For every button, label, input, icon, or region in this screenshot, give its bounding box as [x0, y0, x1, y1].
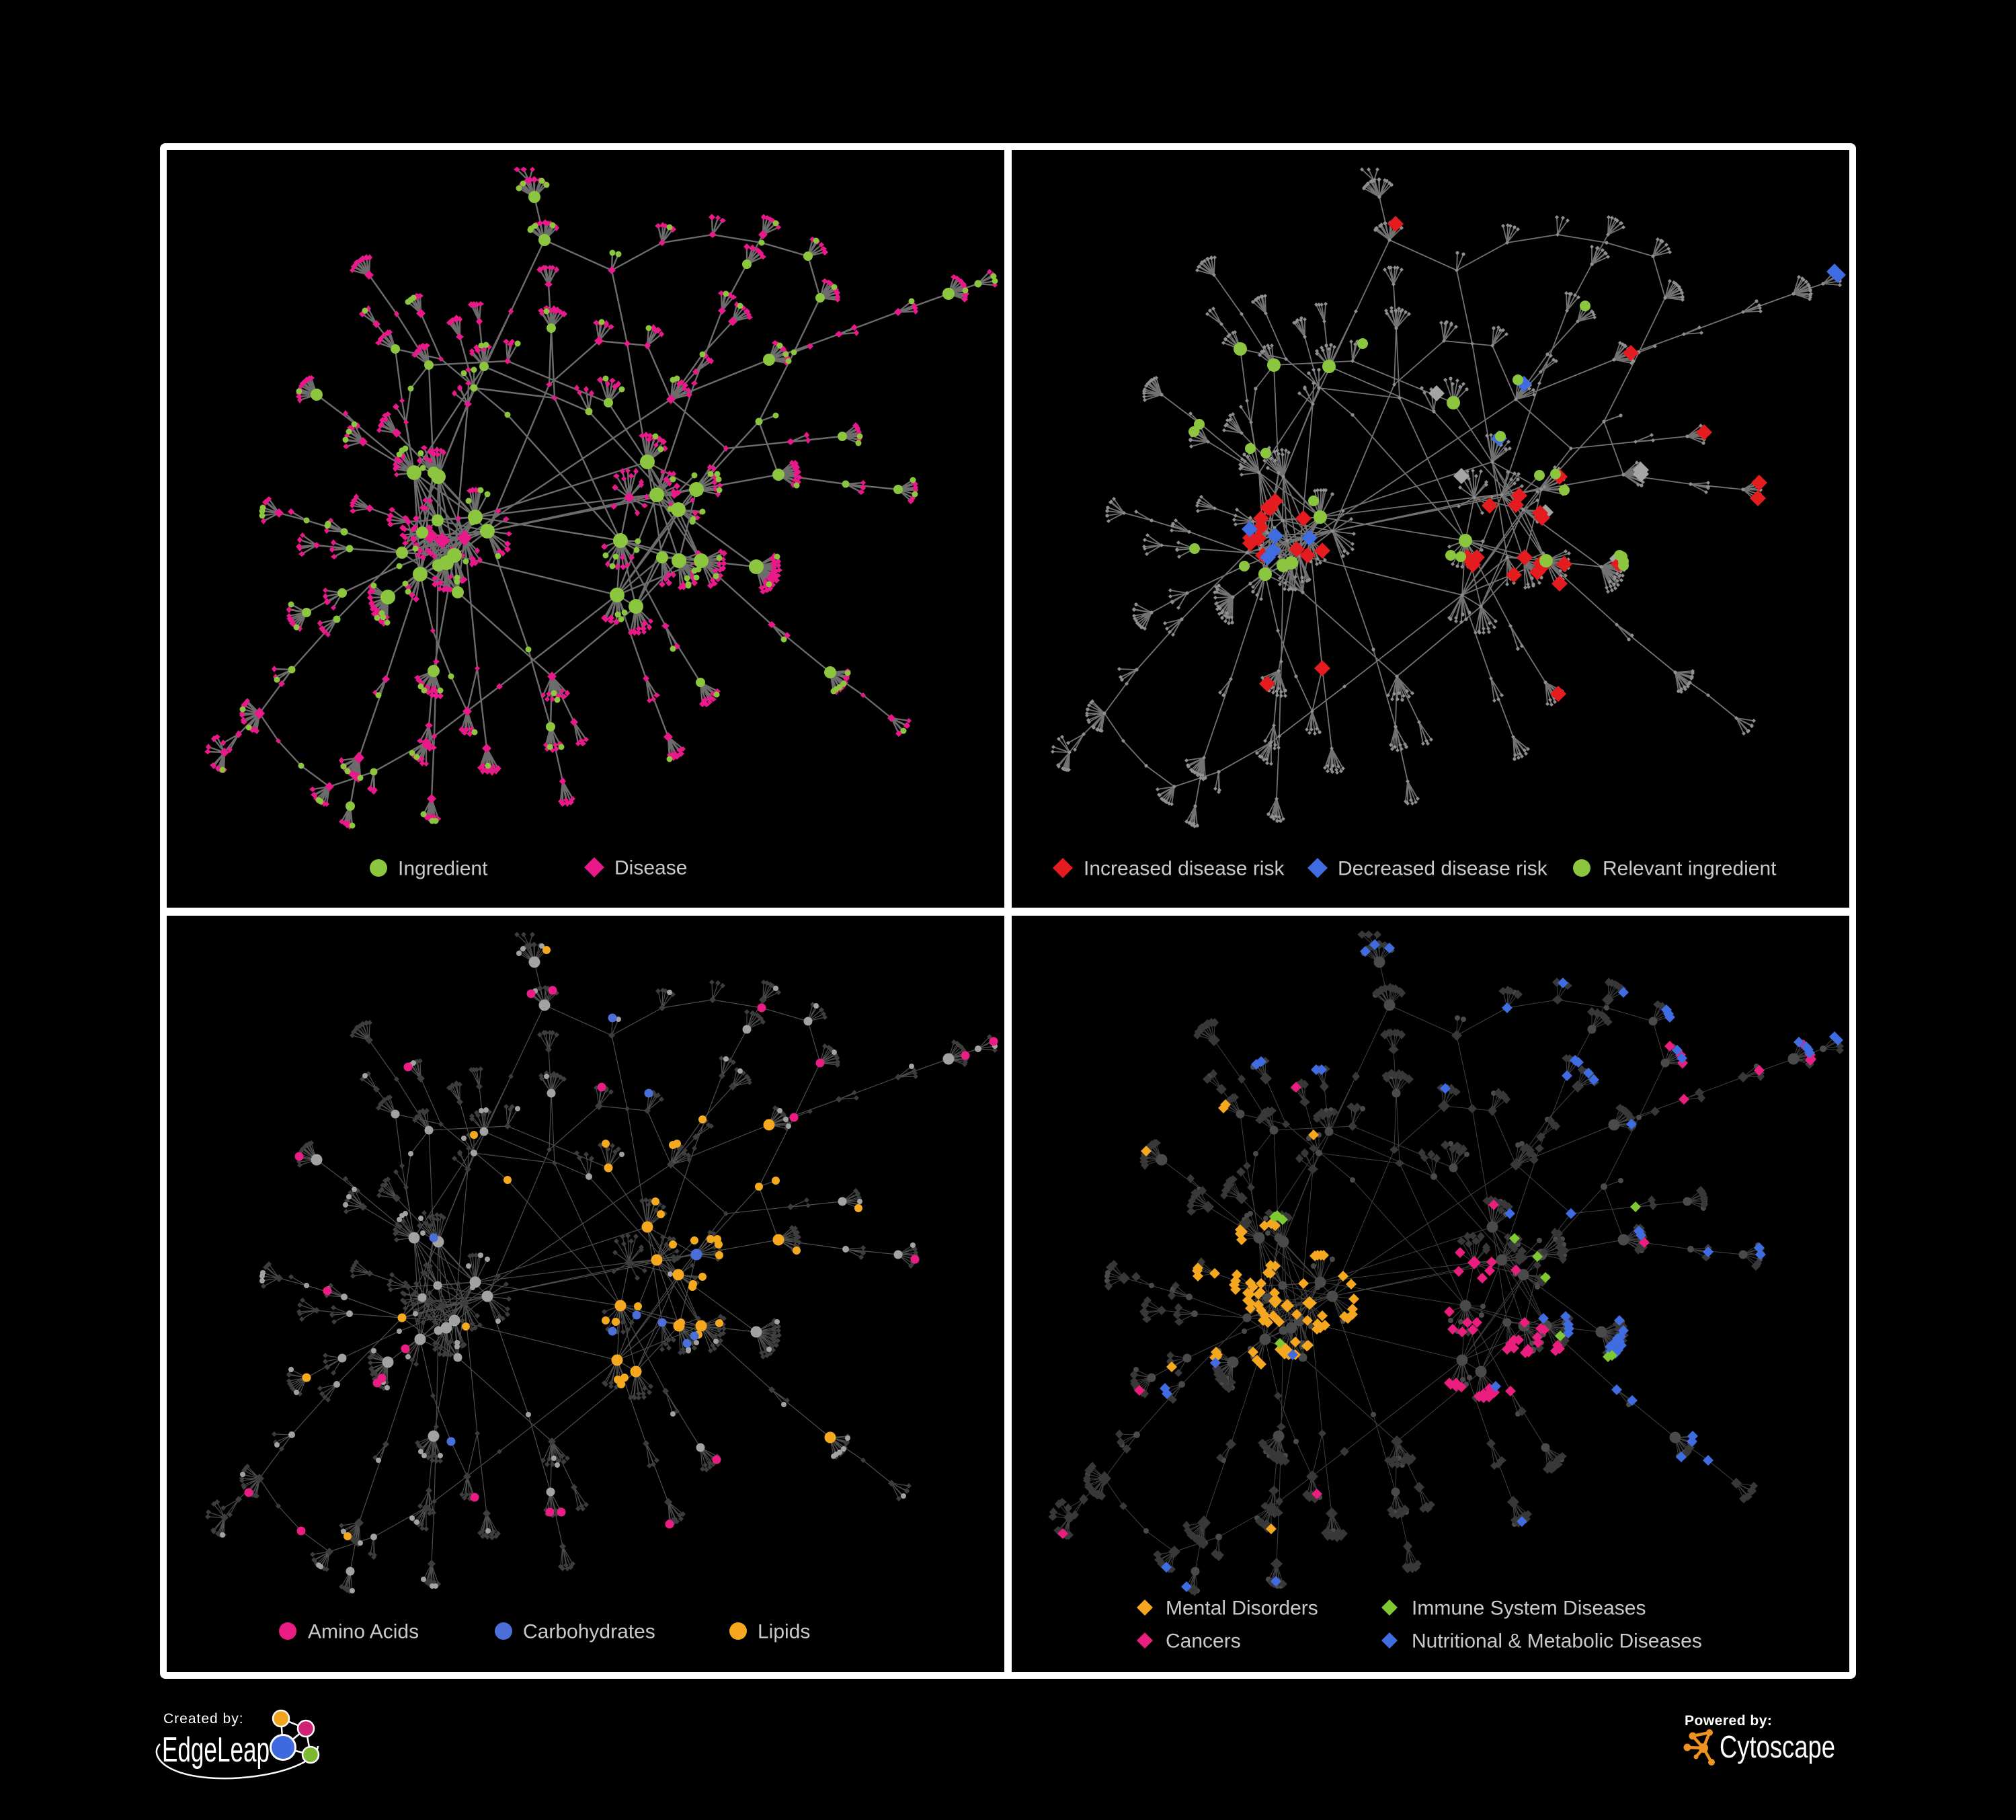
svg-text:Amino Acids: Amino Acids — [308, 1621, 419, 1643]
svg-text:Ingredient: Ingredient — [398, 858, 488, 880]
svg-text:Nutritional & Metabolic Diseas: Nutritional & Metabolic Diseases — [1412, 1630, 1702, 1653]
svg-text:Increased disease risk: Increased disease risk — [1084, 858, 1285, 880]
svg-text:Decreased disease risk: Decreased disease risk — [1338, 858, 1548, 880]
svg-text:Disease: Disease — [614, 857, 687, 879]
svg-text:Carbohydrates: Carbohydrates — [523, 1621, 655, 1643]
svg-text:Created by:: Created by: — [163, 1711, 244, 1727]
svg-text:Relevant ingredient: Relevant ingredient — [1603, 858, 1777, 880]
svg-text:EdgeLeap: EdgeLeap — [162, 1731, 270, 1770]
svg-text:Cytoscape: Cytoscape — [1720, 1729, 1835, 1764]
svg-text:Lipids: Lipids — [758, 1621, 810, 1643]
svg-text:Immune System Diseases: Immune System Diseases — [1412, 1597, 1646, 1620]
svg-text:Cancers: Cancers — [1166, 1630, 1241, 1653]
svg-text:Powered by:: Powered by: — [1685, 1713, 1772, 1729]
svg-text:Mental Disorders: Mental Disorders — [1166, 1597, 1318, 1620]
